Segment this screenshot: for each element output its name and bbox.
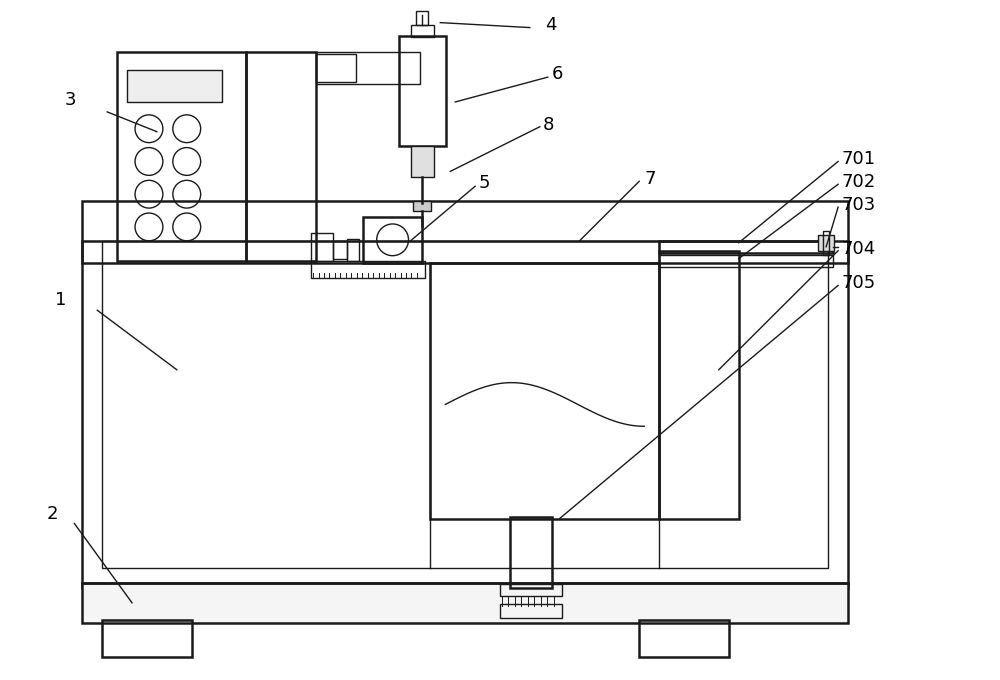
Text: 5: 5 — [478, 174, 490, 192]
Bar — [510, 517, 552, 588]
Bar — [347, 239, 359, 260]
Bar — [363, 217, 422, 262]
Bar — [127, 70, 222, 102]
Text: 701: 701 — [841, 150, 875, 169]
Bar — [102, 241, 828, 568]
Text: 4: 4 — [545, 16, 556, 33]
Text: 1: 1 — [55, 291, 66, 309]
Bar — [82, 241, 848, 262]
Text: 8: 8 — [543, 116, 554, 134]
Bar — [659, 251, 739, 519]
Text: 705: 705 — [841, 275, 875, 292]
Bar — [411, 24, 434, 37]
Bar — [316, 54, 356, 82]
Bar — [823, 231, 829, 255]
Text: 7: 7 — [644, 170, 656, 188]
Bar — [500, 604, 562, 617]
Bar — [316, 52, 420, 84]
Bar — [399, 37, 446, 146]
Bar — [333, 241, 347, 258]
Bar — [311, 233, 333, 260]
Bar — [818, 235, 834, 251]
Bar — [311, 260, 425, 277]
Text: 2: 2 — [47, 505, 58, 522]
Text: 703: 703 — [841, 196, 875, 214]
Bar — [659, 255, 833, 267]
Text: 3: 3 — [65, 91, 76, 109]
Bar — [659, 241, 833, 253]
Bar — [82, 201, 848, 588]
Bar — [117, 52, 246, 260]
Bar — [413, 201, 431, 211]
Bar — [430, 262, 659, 519]
Bar — [500, 584, 562, 596]
Bar — [639, 619, 729, 658]
Bar — [411, 146, 434, 177]
Text: 6: 6 — [552, 65, 563, 83]
Text: 704: 704 — [841, 240, 875, 258]
Bar — [102, 619, 192, 658]
Bar — [246, 52, 316, 260]
Bar — [416, 11, 428, 24]
Text: 702: 702 — [841, 173, 875, 191]
Bar — [82, 583, 848, 623]
